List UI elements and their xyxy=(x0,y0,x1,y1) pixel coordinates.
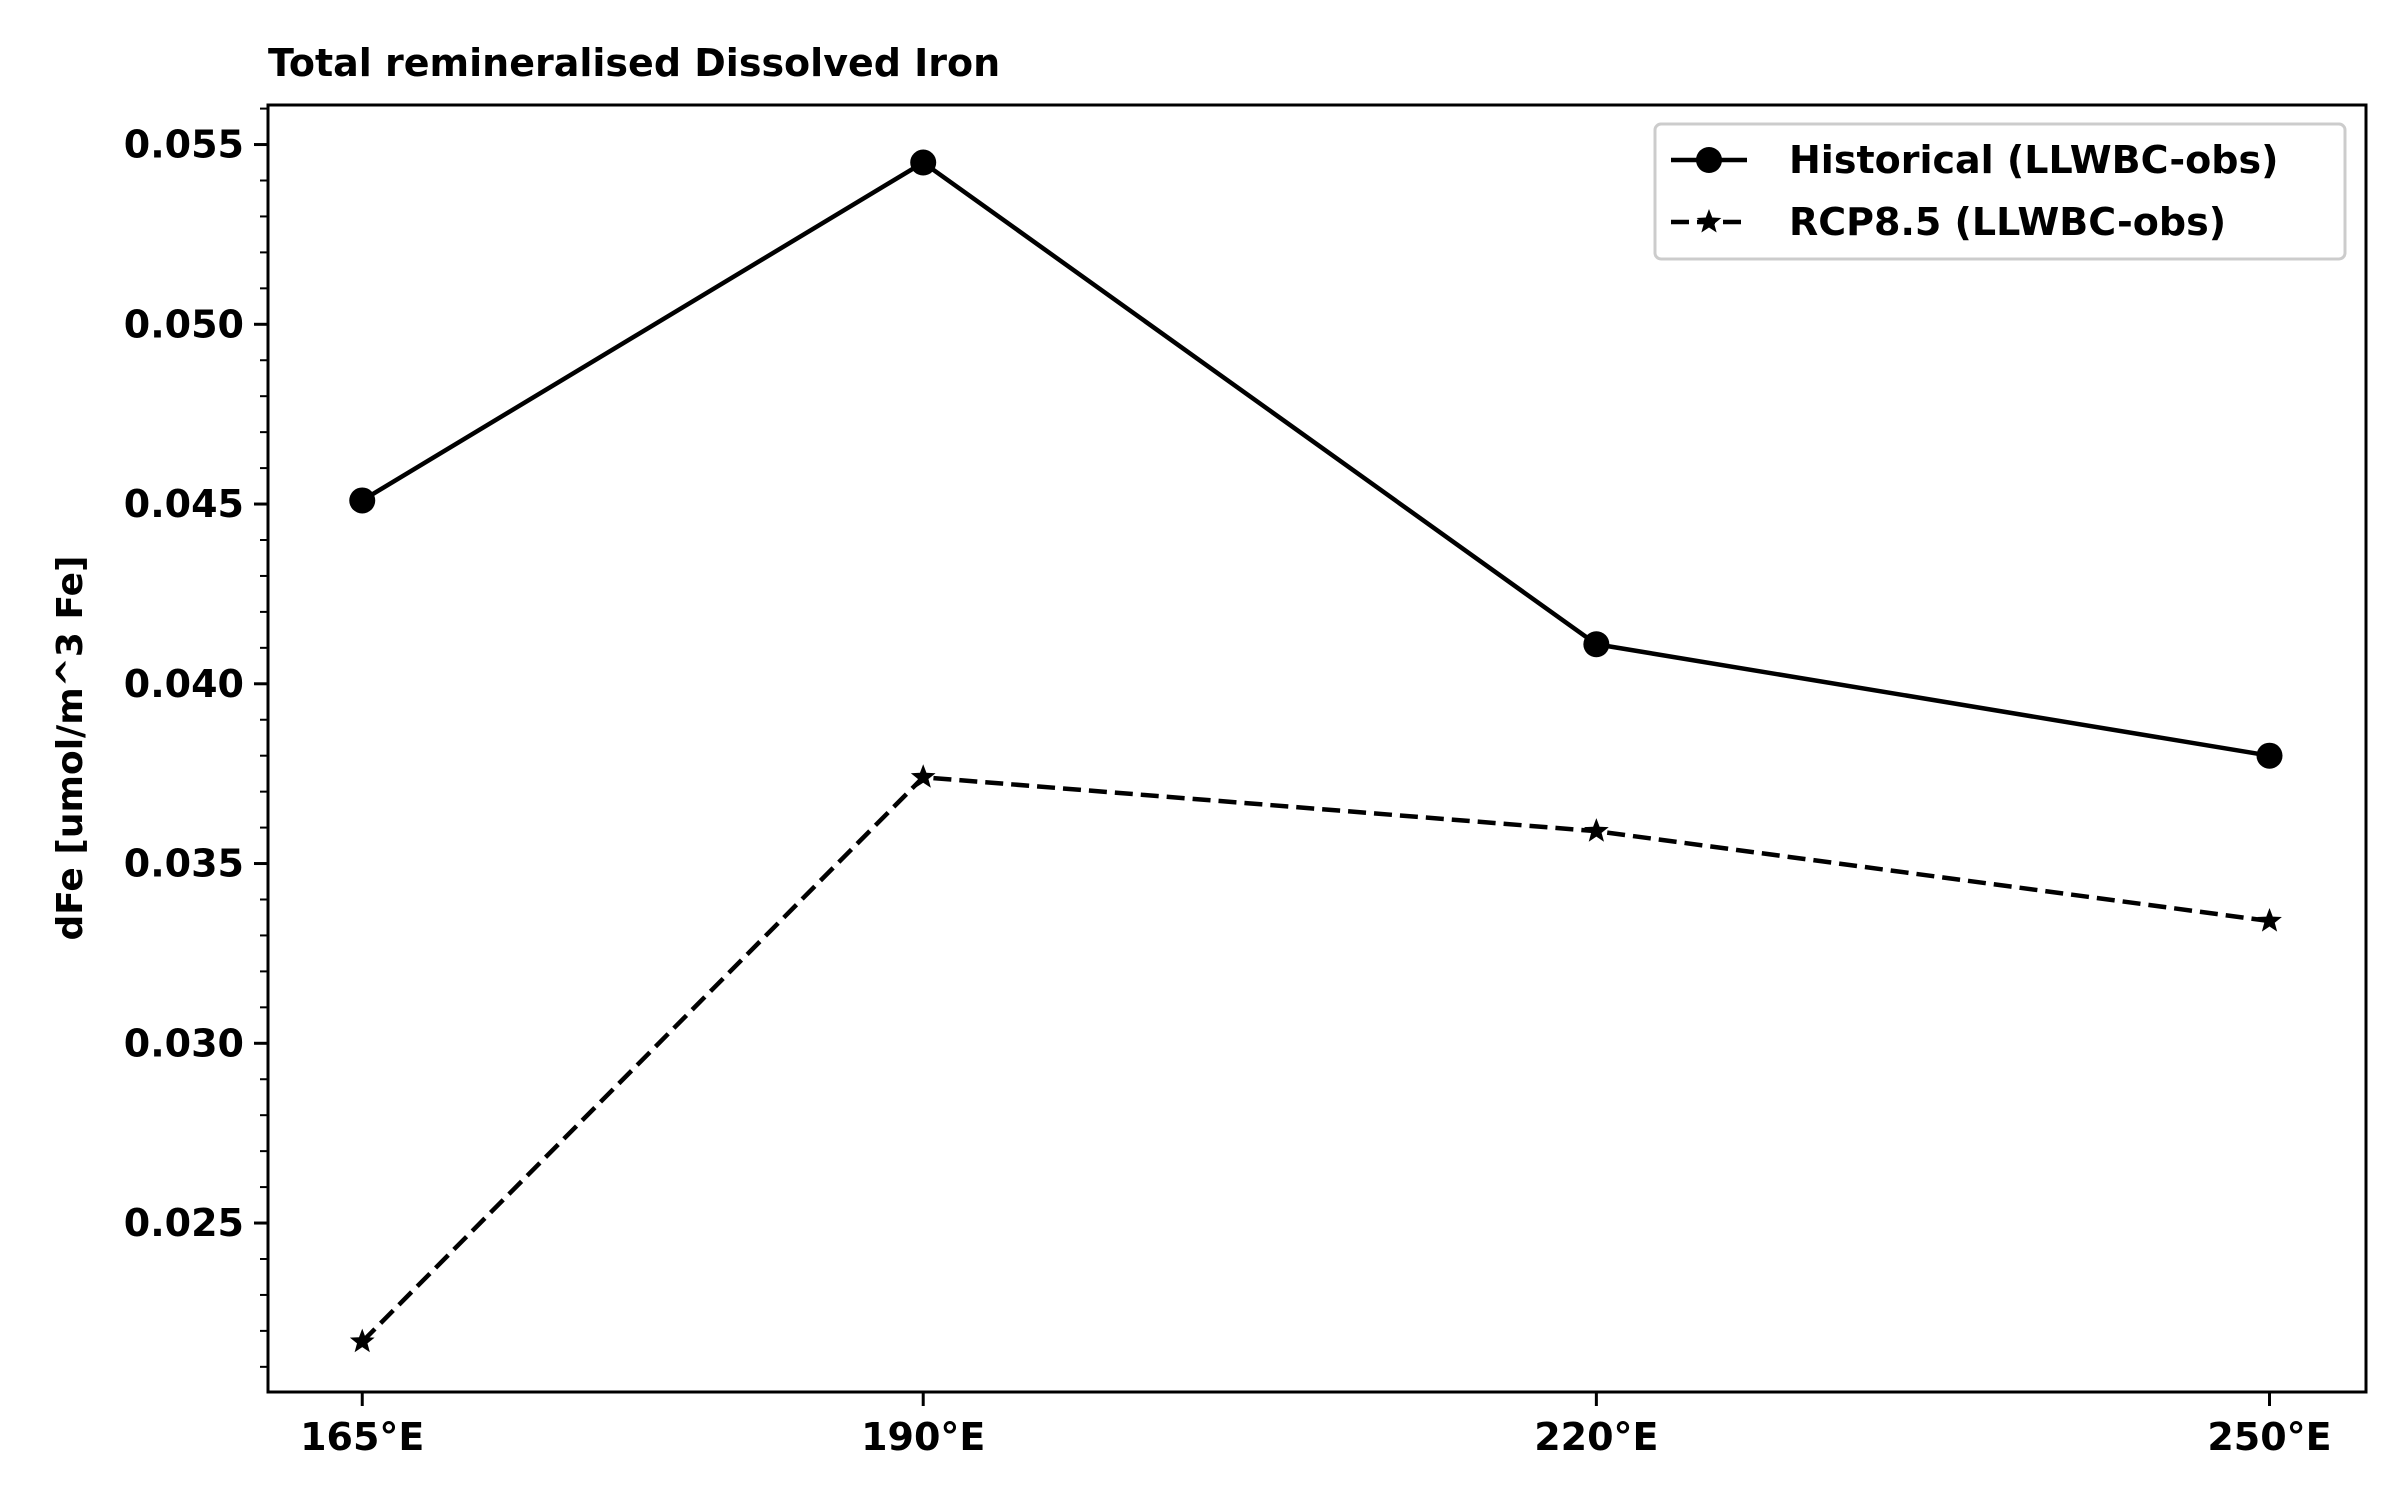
y-tick-label: 0.030 xyxy=(124,1021,244,1065)
y-tick-label: 0.025 xyxy=(124,1201,244,1245)
legend-entry-rcp85-label: RCP8.5 (LLWBC-obs) xyxy=(1789,200,2226,244)
plot-frame xyxy=(266,103,2368,1394)
y-tick-label: 0.050 xyxy=(124,302,244,346)
legend-entry-historical-label: Historical (LLWBC-obs) xyxy=(1789,138,2278,182)
historical-point xyxy=(2256,742,2283,769)
historical-point xyxy=(349,487,376,514)
historical-point xyxy=(910,149,937,176)
rcp85-point xyxy=(1584,818,1609,842)
legend: Historical (LLWBC-obs) RCP8.5 (LLWBC-obs) xyxy=(1653,122,2347,261)
x-tick-label: 250°E xyxy=(2207,1415,2331,1459)
rcp85-point xyxy=(349,1328,375,1353)
legend-entry-rcp85-marker xyxy=(1696,209,1722,233)
legend-entry-historical-marker xyxy=(1696,147,1722,173)
historical-series-line xyxy=(361,160,2270,758)
x-tick-label: 220°E xyxy=(1534,1415,1658,1459)
x-tick-label: 165°E xyxy=(300,1415,424,1459)
rcp85-point xyxy=(910,764,936,788)
legend-box xyxy=(1653,122,2347,261)
rcp85-series-line xyxy=(360,775,2270,1344)
y-tick-label: 0.035 xyxy=(124,842,244,886)
x-tick-label: 190°E xyxy=(861,1415,985,1459)
y-axis-label: dFe [umol/m^3 Fe] xyxy=(50,556,91,941)
rcp85-point xyxy=(2257,908,2282,932)
y-tick-label: 0.055 xyxy=(124,123,244,167)
y-tick-label: 0.040 xyxy=(124,662,244,706)
historical-point xyxy=(1583,631,1610,658)
y-tick-label: 0.045 xyxy=(124,482,244,526)
plot-area: 0.025 0.030 0.035 0.040 0.045 0.050 0.055 165°E… xyxy=(124,103,2368,1459)
chart-title: Total remineralised Dissolved Iron xyxy=(268,41,1000,85)
